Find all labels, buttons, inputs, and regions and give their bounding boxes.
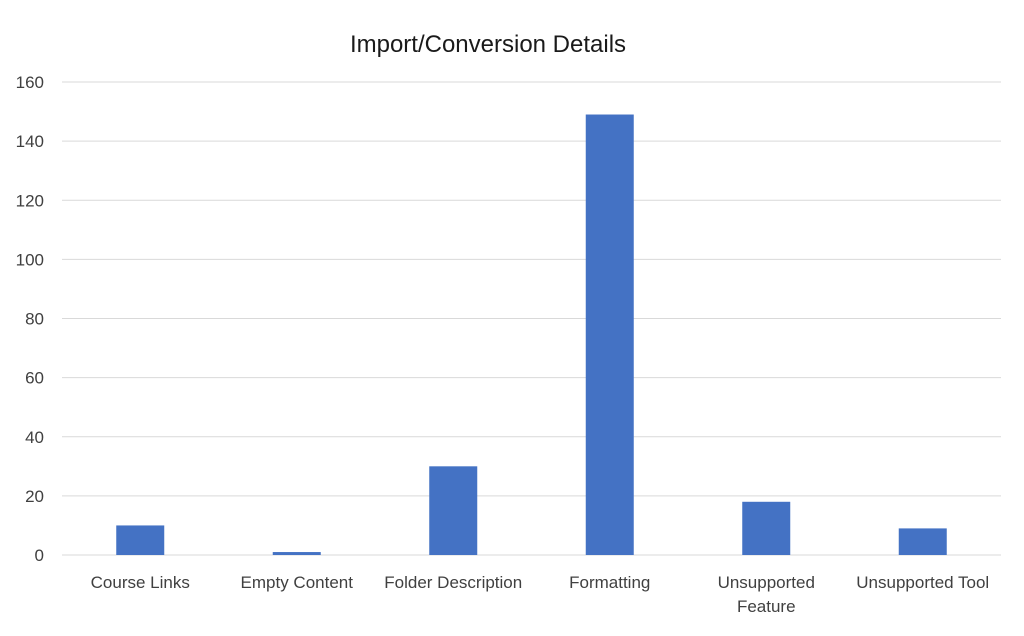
x-category-label: Course Links bbox=[91, 573, 190, 592]
x-category-label: Unsupported Feature bbox=[718, 573, 815, 616]
bar-folder-description bbox=[429, 466, 478, 555]
y-tick-label: 40 bbox=[25, 428, 44, 447]
y-tick-label: 120 bbox=[16, 191, 44, 210]
y-tick-label: 60 bbox=[25, 369, 44, 388]
x-category-label: Folder Description bbox=[384, 573, 522, 592]
x-axis-categories: Course Links Empty Content Folder Descript… bbox=[91, 573, 990, 616]
y-tick-label: 80 bbox=[25, 310, 44, 329]
bar-formatting bbox=[585, 114, 634, 556]
x-category-label: Formatting bbox=[569, 573, 650, 592]
y-tick-label: 0 bbox=[35, 546, 44, 565]
y-axis-ticks: 0 20 40 60 80 100 120 140 160 bbox=[16, 73, 44, 565]
chart-title: Import/Conversion Details bbox=[350, 31, 626, 58]
bar-course-links bbox=[116, 525, 165, 555]
bar-unsupported-feature bbox=[742, 501, 791, 555]
bar-unsupported-tool bbox=[898, 528, 947, 555]
x-category-label-line: Course Links bbox=[91, 573, 190, 592]
y-tick-label: 20 bbox=[25, 487, 44, 506]
y-tick-label: 100 bbox=[16, 250, 44, 269]
y-tick-label: 160 bbox=[16, 73, 44, 92]
y-tick-label: 140 bbox=[16, 132, 44, 151]
x-category-label-line: Unsupported bbox=[718, 573, 815, 592]
bars bbox=[116, 114, 947, 556]
x-category-label-line: Formatting bbox=[569, 573, 650, 592]
x-category-label: Empty Content bbox=[241, 573, 354, 592]
bar-empty-content bbox=[272, 552, 321, 555]
x-category-label-line: Unsupported Tool bbox=[856, 573, 989, 592]
x-category-label-line: Folder Description bbox=[384, 573, 522, 592]
x-category-label: Unsupported Tool bbox=[856, 573, 989, 592]
gridlines bbox=[62, 81, 1001, 556]
x-category-label-line: Empty Content bbox=[241, 573, 354, 592]
x-category-label-line: Feature bbox=[737, 597, 796, 616]
